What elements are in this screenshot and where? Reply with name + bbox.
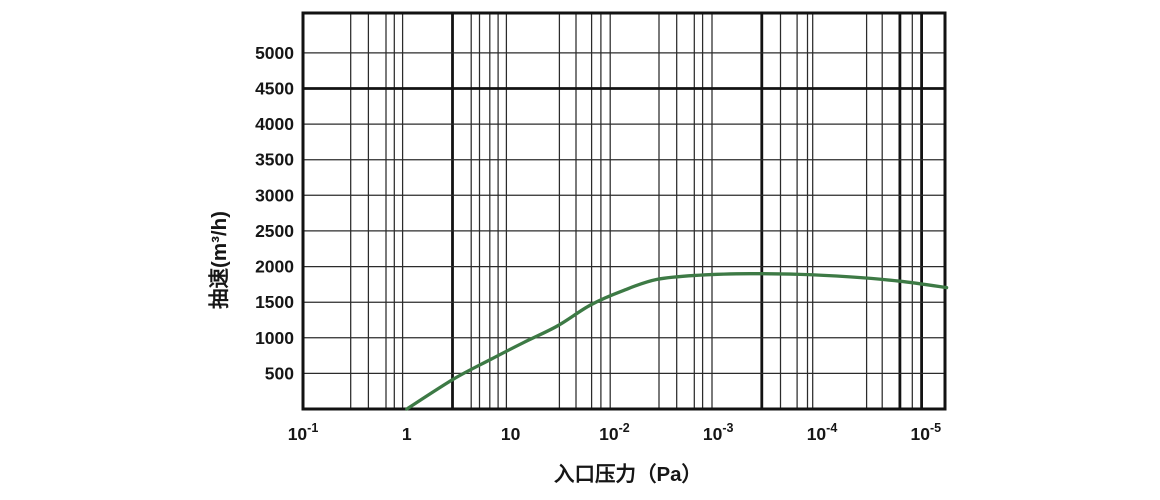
y-tick-label: 2000 (255, 257, 294, 277)
x-tick-label: 10-1 (288, 421, 319, 444)
y-tick-label: 5000 (255, 43, 294, 63)
y-tick-label: 3500 (255, 150, 294, 170)
y-tick-label: 1000 (255, 328, 294, 348)
y-tick-label: 4500 (255, 79, 294, 99)
tick-label-layer: 10-1 1 10 10-2 10-3 10-4 10-5 500 1000 1500 2000 25… (255, 43, 941, 444)
y-tick-label: 1500 (255, 292, 294, 312)
curve-layer (405, 272, 949, 411)
y-axis-title: 抽速(m³/h) (207, 211, 231, 309)
x-axis-title: 入口压力（Pa） (554, 463, 702, 486)
grid-layer (301, 11, 947, 411)
plot-border (301, 11, 947, 411)
x-tick-label: 10-3 (703, 421, 734, 444)
x-tick-label: 10-5 (911, 421, 942, 444)
x-tick-label: 1 (402, 424, 412, 444)
speed-curve (405, 272, 949, 411)
y-tick-label: 500 (265, 363, 294, 383)
x-tick-label: 10-2 (599, 421, 630, 444)
x-tick-label: 10-4 (807, 421, 838, 444)
x-tick-label: 10 (501, 424, 521, 444)
y-tick-label: 4000 (255, 114, 294, 134)
y-tick-label: 2500 (255, 221, 294, 241)
y-tick-label: 3000 (255, 185, 294, 205)
